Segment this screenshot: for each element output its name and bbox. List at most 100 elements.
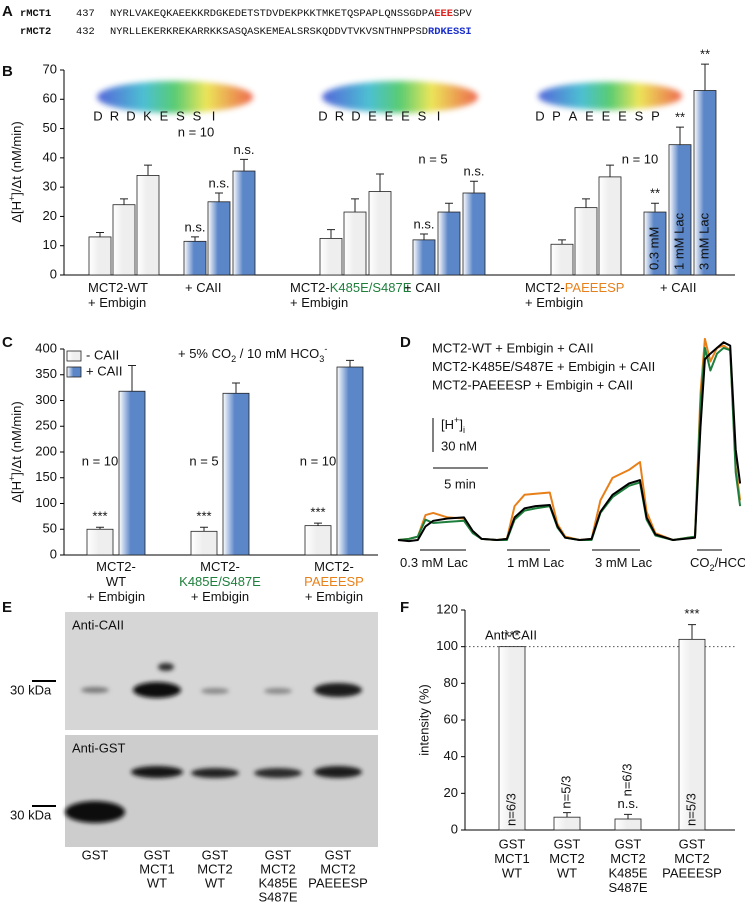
error-bar: [351, 198, 359, 213]
peptide-letter: D: [93, 108, 102, 123]
x-tick-label: WT: [502, 865, 522, 880]
bar: [319, 237, 343, 276]
error-bar: [96, 232, 104, 237]
sequence-name: rMCT2: [20, 26, 51, 38]
lane-label: MCT1: [139, 861, 174, 876]
bar: [118, 390, 146, 556]
peptide-letter: A: [569, 108, 578, 123]
bar-text: 1 mM Lac: [671, 212, 686, 270]
panel-label: F: [400, 599, 409, 616]
error-bar: [676, 126, 684, 145]
error-bar: [346, 359, 354, 368]
text-part: + 5% CO: [178, 346, 231, 361]
significance: n.s.: [234, 142, 255, 157]
text-part: ]: [459, 417, 463, 432]
blot-label: Anti-GST: [72, 740, 126, 755]
band: [158, 663, 174, 671]
text-line: 1 mM Lac: [507, 555, 565, 570]
peptide-letter: P: [552, 108, 561, 123]
panel-label: C: [2, 334, 13, 351]
text-part: + CAII: [660, 280, 697, 295]
text-part: 1 mM Lac: [507, 555, 565, 570]
legend-label: + CAII: [86, 363, 123, 378]
text-line: 0.3 mM Lac: [400, 555, 468, 570]
bar: [614, 818, 642, 831]
x-tick-label: MCT2: [610, 851, 645, 866]
x-tick-label: GST: [615, 836, 642, 851]
lane-label: MCT2: [260, 861, 295, 876]
panel-label: B: [2, 63, 13, 80]
text-part: / 10 mM HCO: [236, 346, 319, 361]
band: [65, 801, 125, 823]
n-label: n=6/3: [503, 793, 518, 826]
blot-label: Anti-CAII: [72, 617, 124, 632]
bar: [232, 170, 256, 276]
text-part: EEE: [434, 8, 453, 20]
peptide-letter: S: [193, 108, 202, 123]
bar: [112, 204, 136, 276]
scale-label: 5 min: [444, 476, 476, 491]
scale-label: 30 nM: [441, 438, 477, 453]
text-part: +: [7, 196, 17, 201]
error-bar: [582, 198, 590, 208]
y-tick-label: 20: [43, 208, 57, 223]
text-part: 2: [710, 563, 715, 573]
text-part: SPV: [453, 8, 472, 20]
x-tick-label: GST: [554, 836, 581, 851]
legend-label: MCT2-K485E/S487E + Embigin + CAII: [432, 359, 655, 374]
text-part: + Embigin: [191, 589, 249, 604]
lane-label: GST: [202, 847, 229, 862]
text-line: MCT2-PAEEESP: [525, 280, 624, 295]
error-bar: [624, 813, 632, 819]
significance: n.s.: [209, 175, 230, 190]
peptide-letter: E: [602, 108, 611, 123]
annotation: Anti-CAII: [485, 627, 537, 642]
text-line: + Embigin: [290, 295, 348, 310]
y-tick-label: 50: [43, 521, 57, 536]
y-tick-label: 300: [35, 392, 57, 407]
y-tick-label: 350: [35, 366, 57, 381]
lane-label: S487E: [258, 889, 297, 904]
significance: ***: [92, 509, 107, 524]
error-bar: [215, 192, 223, 202]
text-part: K485E/S487E: [330, 280, 412, 295]
y-tick-label: 0: [50, 266, 57, 281]
y-tick-label: 40: [444, 748, 458, 763]
error-bar: [240, 158, 248, 172]
significance: ***: [504, 628, 519, 643]
peptide-letter: E: [618, 108, 627, 123]
legend-label: MCT2-WT + Embigin + CAII: [432, 340, 594, 355]
text-line: NYRLLEKERKREKARRKKSASQASKEMEALSRSKQDDVTV…: [110, 26, 472, 38]
error-bar: [96, 526, 104, 530]
y-tick-label: 400: [35, 340, 57, 355]
peptide-letter: R: [335, 108, 344, 123]
x-tick-label: WT: [557, 865, 577, 880]
bar: [343, 211, 367, 276]
text-part: PAEEESP: [565, 280, 625, 295]
text-line: MCT2-: [314, 559, 354, 574]
text-line: + Embigin: [305, 589, 363, 604]
y-tick-label: 250: [35, 418, 57, 433]
text-line: WT: [106, 574, 126, 589]
band: [133, 682, 181, 698]
text-part: ]/Δt (nM/min): [9, 121, 24, 195]
text-line: K485E/S487E: [179, 574, 261, 589]
text-part: + Embigin: [305, 589, 363, 604]
error-bar: [128, 364, 136, 392]
bar: [437, 211, 461, 276]
y-tick-label: 200: [35, 443, 57, 458]
text-part: + Embigin: [525, 295, 583, 310]
text-part: + Embigin: [290, 295, 348, 310]
blot-panel: [65, 735, 378, 847]
peptide-letter: E: [401, 108, 410, 123]
text-part: PAEEESP: [304, 574, 364, 589]
text-part: MCT2-: [314, 559, 354, 574]
blot-panel: [65, 612, 378, 730]
n-label: n = 5: [189, 453, 218, 468]
molecule: [97, 81, 253, 113]
lane-label: GST: [82, 847, 109, 862]
text-part: i: [463, 425, 465, 435]
y-tick-label: 70: [43, 61, 57, 76]
text-part: +: [7, 476, 17, 481]
